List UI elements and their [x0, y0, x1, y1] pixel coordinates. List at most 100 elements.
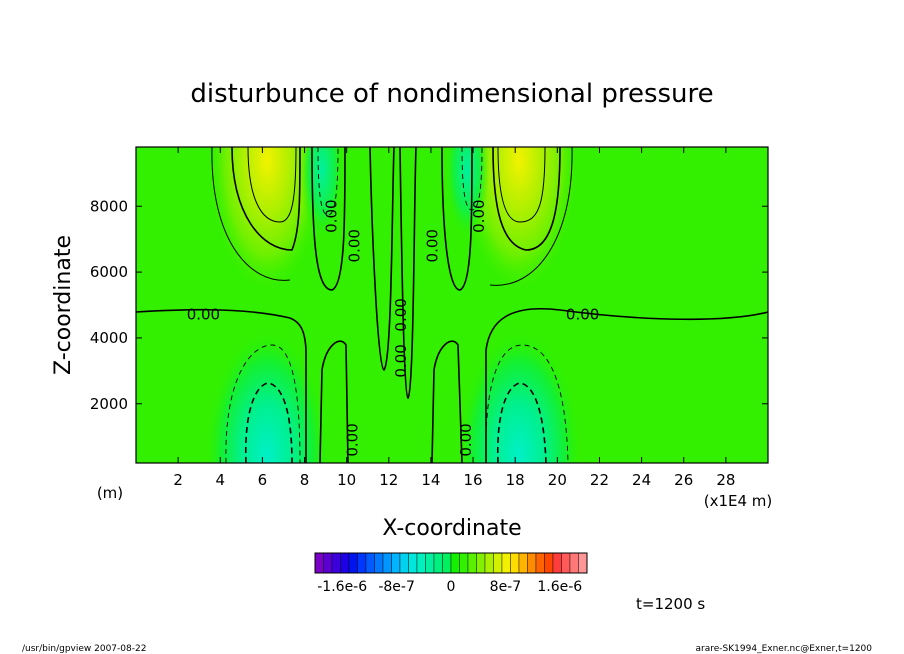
contour-label: 0.00 — [392, 344, 410, 377]
x-unit-left: (m) — [97, 484, 123, 502]
colorbar-swatch — [408, 552, 418, 574]
low-pressure-cell-top-right — [445, 147, 489, 240]
contour-lines — [136, 147, 768, 463]
contour-label: 0.00 — [187, 305, 220, 323]
contour-left-top-outer — [211, 147, 291, 281]
colorbar-swatch — [484, 552, 494, 574]
colorbar-swatch — [357, 552, 367, 574]
contour-labels: 0.00 0.00 0.00 0.00 0.00 0.00 0.00 0.00 0.00 0.00 — [187, 199, 600, 456]
footer-right: arare-SK1994_Exner.nc@Exner,t=1200 — [696, 644, 873, 654]
zero-contour-bottom-center-left — [319, 340, 349, 463]
x-tick-label: 12 — [379, 471, 398, 489]
contour-field: 0.00 0.00 0.00 0.00 0.00 0.00 0.00 0.00 0.00 0.00 — [136, 147, 768, 463]
colorbar-swatch — [561, 552, 571, 574]
y-tick-label: 2000 — [90, 395, 128, 413]
dashed-contour-left-bottom-outer — [225, 344, 301, 463]
colorbar-swatch — [374, 552, 384, 574]
colorbar-swatch — [493, 552, 503, 574]
plot-frame — [135, 146, 769, 464]
colorbar-swatch — [578, 552, 588, 574]
x-tick-label: 2 — [173, 471, 183, 489]
x-tick-label: 28 — [716, 471, 735, 489]
low-pressure-cell-right — [457, 330, 581, 463]
zero-contour-center-right — [441, 147, 473, 291]
contour-label: 0.00 — [424, 229, 442, 262]
low-pressure-cell-left — [205, 330, 329, 463]
colorbar-tick-label: 0 — [447, 579, 456, 595]
contour-label: 0.00 — [457, 423, 475, 456]
y-axis-ticks: 2000 4000 6000 8000 — [90, 197, 768, 413]
colorbar-tick-label: 1.6e-6 — [537, 579, 582, 595]
zero-contour-horizontal-right — [485, 308, 768, 463]
x-unit-right: (x1E4 m) — [704, 492, 773, 510]
colorbar-frame — [314, 552, 588, 574]
colorbar-swatch — [569, 552, 579, 574]
x-axis-label: X-coordinate — [382, 516, 521, 541]
colorbar-swatch — [433, 552, 443, 574]
colorbar-swatch — [425, 552, 435, 574]
y-tick-label: 6000 — [90, 263, 128, 281]
colorbar-swatch — [501, 552, 511, 574]
x-tick-label: 16 — [464, 471, 483, 489]
x-tick-label: 8 — [300, 471, 310, 489]
x-tick-label: 14 — [421, 471, 440, 489]
colorbar-swatch — [416, 552, 426, 574]
colorbar-swatch — [527, 552, 537, 574]
colorbar-swatch — [365, 552, 375, 574]
colorbar-swatch — [544, 552, 554, 574]
colorbar-swatch — [382, 552, 392, 574]
x-tick-label: 4 — [215, 471, 225, 489]
x-tick-label: 20 — [548, 471, 567, 489]
colorbar-swatch — [476, 552, 486, 574]
zero-contour-central-finger-1 — [369, 147, 395, 371]
x-tick-label: 6 — [258, 471, 268, 489]
y-axis-label: Z-coordinate — [51, 235, 76, 375]
x-tick-label: 22 — [590, 471, 609, 489]
x-tick-label: 26 — [674, 471, 693, 489]
colorbar-swatch — [467, 552, 477, 574]
colorbar-swatch — [340, 552, 350, 574]
footer-left: /usr/bin/gpview 2007-08-22 — [22, 644, 146, 654]
contour-label: 0.00 — [343, 423, 361, 456]
colorbar-tick-label: -8e-7 — [378, 579, 415, 595]
x-tick-label: 18 — [506, 471, 525, 489]
contour-label: 0.00 — [470, 199, 488, 232]
dashed-contour-left-bottom — [245, 382, 293, 463]
zero-contour-left-top — [231, 147, 301, 251]
zero-contour-central-finger-2 — [399, 147, 417, 400]
dashed-contour-right-bottom-outer — [485, 344, 569, 463]
x-tick-label: 10 — [337, 471, 356, 489]
time-label: t=1200 s — [636, 595, 705, 613]
colorbar-swatch — [323, 552, 333, 574]
zero-contour-bottom-center-right — [431, 340, 463, 463]
y-tick-label: 4000 — [90, 329, 128, 347]
contour-left-top-inner — [247, 147, 297, 223]
colorbar-tick-label: 8e-7 — [490, 579, 521, 595]
x-tick-label: 24 — [632, 471, 651, 489]
zero-contour-center-left — [311, 147, 346, 291]
y-tick-label: 8000 — [90, 197, 128, 215]
contour-right-top-outer — [489, 147, 573, 286]
chart-title: disturbunce of nondimensional pressure — [190, 79, 713, 109]
contour-label: 0.00 — [566, 305, 599, 323]
dashed-contour-top-left-cell — [317, 147, 339, 216]
colorbar-swatch — [348, 552, 358, 574]
dashed-contour-top-right-cell — [461, 147, 483, 211]
zero-contour-horizontal-left — [136, 308, 307, 463]
x-axis-ticks: 2 4 6 8 10 12 14 16 18 20 22 24 26 28 — [173, 147, 735, 489]
colorbar-swatch — [442, 552, 452, 574]
colorbar-swatch — [552, 552, 562, 574]
contour-right-top-inner — [497, 147, 546, 223]
colorbar-tick-label: -1.6e-6 — [317, 579, 367, 595]
colorbar-swatch — [391, 552, 401, 574]
high-pressure-cell-right — [459, 147, 579, 295]
low-pressure-cell-top-left — [300, 147, 344, 240]
colorbar-swatch — [450, 552, 460, 574]
contour-label: 0.00 — [392, 298, 410, 331]
zero-contour-right-top — [492, 147, 561, 251]
colorbar-swatch — [331, 552, 341, 574]
colorbar — [314, 552, 588, 574]
contour-label: 0.00 — [322, 199, 340, 232]
colorbar-swatch — [535, 552, 545, 574]
